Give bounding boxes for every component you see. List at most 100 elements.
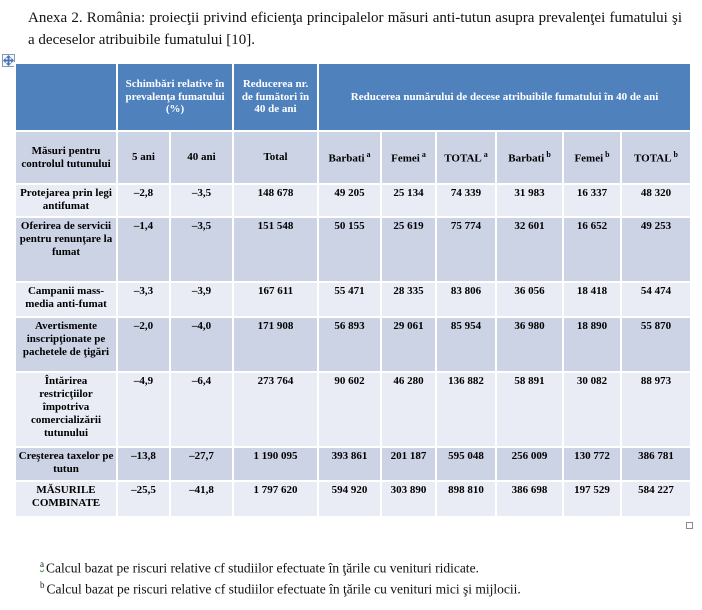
table-cell: –6,4 — [168, 371, 235, 448]
table-cell: 25 134 — [380, 183, 438, 218]
table-cell: 29 061 — [380, 316, 438, 373]
table-cell: –3,5 — [168, 216, 235, 283]
table-cell: –3,9 — [168, 281, 235, 318]
table-cell: 16 337 — [562, 183, 623, 218]
table-row: Avertismente inscripţionate pe pachetele… — [14, 316, 693, 373]
col-header-barbati-a: Barbati a — [317, 130, 383, 185]
table-cell: 584 227 — [620, 480, 693, 518]
table-cell: 55 471 — [317, 281, 383, 318]
row-label-measure: MĂSURILE COMBINATE — [14, 480, 118, 518]
col-header-total: Total — [232, 130, 320, 185]
table-cell: 50 155 — [317, 216, 383, 283]
table-resize-icon[interactable] — [686, 522, 693, 529]
table-cell: 36 980 — [495, 316, 565, 373]
table-cell: 1 797 620 — [232, 480, 320, 518]
table-cell: 201 187 — [380, 446, 438, 482]
table-cell: 56 893 — [317, 316, 383, 373]
table-cell: 58 891 — [495, 371, 565, 448]
table-cell: 386 781 — [620, 446, 693, 482]
table-cell: 90 602 — [317, 371, 383, 448]
col-header-total-b: TOTAL b — [620, 130, 693, 185]
row-label-measure: Campanii mass-media anti-fumat — [14, 281, 118, 318]
footnotes: a Calcul bazat pe riscuri relative cf stu… — [40, 558, 670, 601]
table-cell: 85 954 — [435, 316, 498, 373]
group-header-deaths: Reducerea numărului de decese atribuibil… — [317, 62, 693, 132]
col-header-femei-b: Femei b — [562, 130, 623, 185]
anti-tobacco-measures-table: Schimbări relative în prevalenţa fumatul… — [14, 62, 693, 518]
row-label-measure: Întărirea restricţiilor împotriva comerc… — [14, 371, 118, 448]
table-cell: 167 611 — [232, 281, 320, 318]
table-cell: –2,8 — [116, 183, 171, 218]
table-cell: 28 335 — [380, 281, 438, 318]
table-cell: 595 048 — [435, 446, 498, 482]
table-cell: 273 764 — [232, 371, 320, 448]
row-label-measure: Oferirea de servicii pentru renunţare la… — [14, 216, 118, 283]
column-header-row: Măsuri pentru controlul tutunului 5 ani … — [14, 130, 693, 185]
table-cell: –4,0 — [168, 316, 235, 373]
table-cell: 136 882 — [435, 371, 498, 448]
col-header-measures: Măsuri pentru controlul tutunului — [14, 130, 118, 185]
table-cell: –3,3 — [116, 281, 171, 318]
table-cell: 130 772 — [562, 446, 623, 482]
table-cell: 48 320 — [620, 183, 693, 218]
table-cell: 386 698 — [495, 480, 565, 518]
table-cell: 16 652 — [562, 216, 623, 283]
table-cell: 1 190 095 — [232, 446, 320, 482]
table-cell: 49 253 — [620, 216, 693, 283]
table-cell: –13,8 — [116, 446, 171, 482]
table-cell: 75 774 — [435, 216, 498, 283]
table-move-icon — [3, 55, 14, 66]
row-label-measure: Avertismente inscripţionate pe pachetele… — [14, 316, 118, 373]
row-label-measure: Protejarea prin legi antifumat — [14, 183, 118, 218]
table-cell: 49 205 — [317, 183, 383, 218]
footnote-a: a Calcul bazat pe riscuri relative cf stu… — [40, 559, 479, 576]
table-cell: –4,9 — [116, 371, 171, 448]
table-cell: 30 082 — [562, 371, 623, 448]
table-cell: –1,4 — [116, 216, 171, 283]
table-cell: 46 280 — [380, 371, 438, 448]
table-cell: 18 890 — [562, 316, 623, 373]
group-header-smokers: Reducerea nr. de fumători în 40 de ani — [232, 62, 320, 132]
table-row: Campanii mass-media anti-fumat –3,3 –3,9… — [14, 281, 693, 318]
table-cell: 54 474 — [620, 281, 693, 318]
group-header-prevalence: Schimbări relative în prevalenţa fumatul… — [115, 62, 235, 132]
table-cell: 32 601 — [495, 216, 565, 283]
table-cell: 594 920 — [317, 480, 383, 518]
row-label-measure: Creşterea taxelor pe tutun — [14, 446, 118, 482]
table-cell: 25 619 — [380, 216, 438, 283]
table-cell: 151 548 — [232, 216, 320, 283]
document-title: Anexa 2. România: proiecţii privind efic… — [28, 10, 682, 48]
table-cell: –2,0 — [116, 316, 171, 373]
footnote-b: b Calcul bazat pe riscuri relative cf stu… — [40, 580, 521, 597]
group-header-row: Schimbări relative în prevalenţa fumatul… — [14, 62, 693, 132]
table-cell: 18 418 — [562, 281, 623, 318]
col-header-5ani: 5 ani — [116, 130, 171, 185]
table-cell: 88 973 — [620, 371, 693, 448]
table-row: Oferirea de servicii pentru renunţare la… — [14, 216, 693, 283]
table-cell: 898 810 — [435, 480, 498, 518]
table-cell: 148 678 — [232, 183, 320, 218]
table-cell: –27,7 — [168, 446, 235, 482]
group-header-blank — [14, 62, 118, 132]
table-cell: 197 529 — [562, 480, 623, 518]
table-move-handle[interactable] — [2, 54, 15, 67]
table-cell: –25,5 — [116, 480, 171, 518]
table-cell: 55 870 — [620, 316, 693, 373]
table-cell: 74 339 — [435, 183, 498, 218]
table-cell: 171 908 — [232, 316, 320, 373]
table-row: Protejarea prin legi antifumat –2,8 –3,5… — [14, 183, 693, 218]
col-header-barbati-b: Barbati b — [495, 130, 565, 185]
table-cell: –3,5 — [168, 183, 235, 218]
table-cell: 31 983 — [495, 183, 565, 218]
table-cell: 36 056 — [495, 281, 565, 318]
table-row: Întărirea restricţiilor împotriva comerc… — [14, 371, 693, 448]
table-cell: 83 806 — [435, 281, 498, 318]
col-header-femei-a: Femei a — [380, 130, 438, 185]
table-row: Creşterea taxelor pe tutun –13,8 –27,7 1… — [14, 446, 693, 482]
col-header-total-a: TOTAL a — [435, 130, 498, 185]
table-row: MĂSURILE COMBINATE –25,5 –41,8 1 797 620… — [14, 480, 693, 518]
table-cell: –41,8 — [168, 480, 235, 518]
col-header-40ani: 40 ani — [168, 130, 235, 185]
table-cell: 393 861 — [317, 446, 383, 482]
table-cell: 303 890 — [380, 480, 438, 518]
